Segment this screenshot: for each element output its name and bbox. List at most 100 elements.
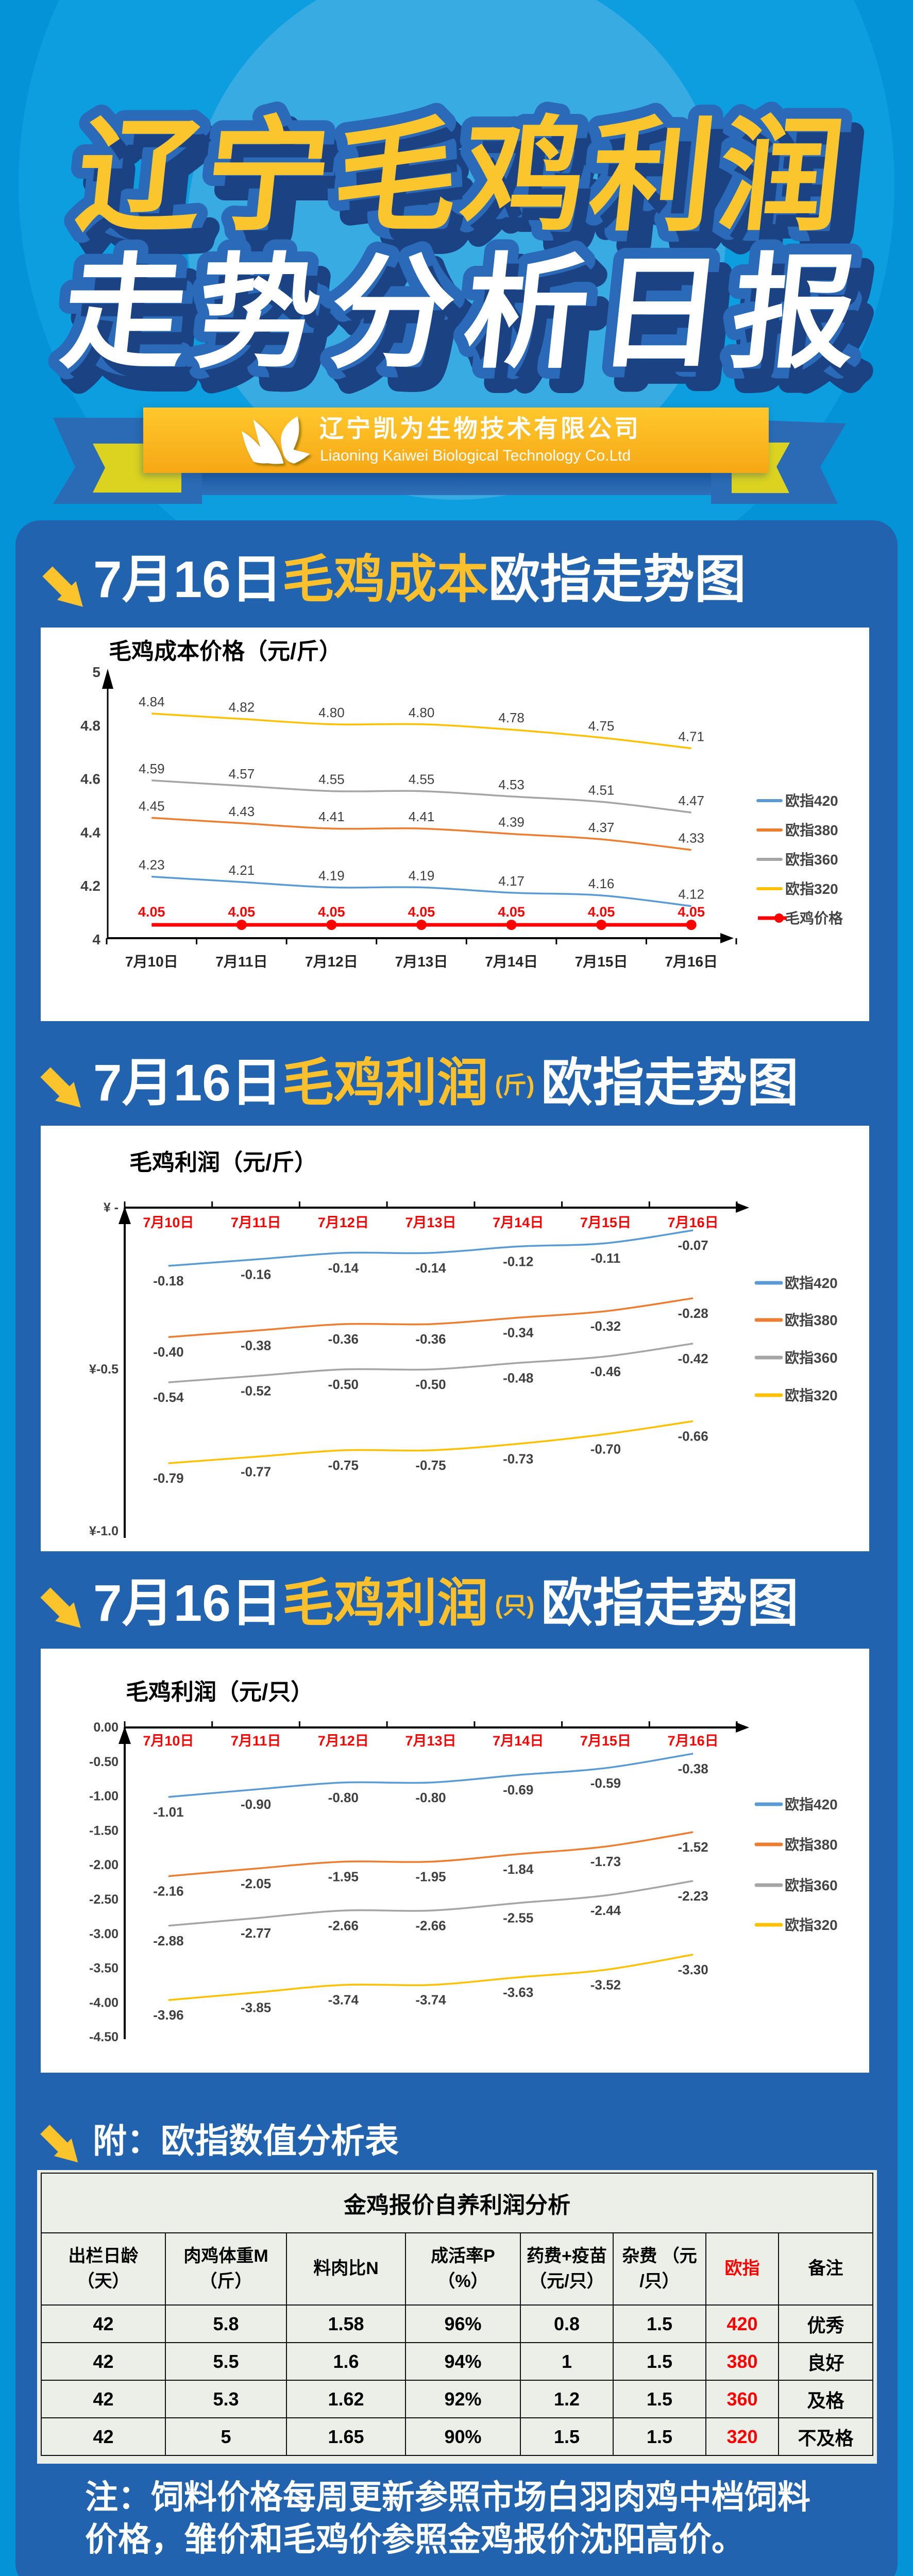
- svg-text:-0.32: -0.32: [590, 1318, 621, 1334]
- svg-text:欧指420: 欧指420: [785, 1275, 838, 1291]
- svg-text:-2.16: -2.16: [153, 1884, 183, 1899]
- svg-text:-0.48: -0.48: [503, 1370, 533, 1385]
- svg-text:-0.90: -0.90: [241, 1797, 271, 1812]
- svg-text:7月16日: 7月16日: [668, 1215, 719, 1230]
- svg-text:-3.52: -3.52: [590, 1977, 621, 1992]
- svg-text:毛鸡利润（元/斤）: 毛鸡利润（元/斤）: [129, 1150, 317, 1175]
- svg-text:欧指360: 欧指360: [785, 1877, 838, 1893]
- svg-text:-0.69: -0.69: [503, 1782, 533, 1798]
- svg-text:-3.00: -3.00: [89, 1927, 119, 1941]
- svg-text:-2.05: -2.05: [241, 1876, 271, 1891]
- svg-text:毛鸡成本价格（元/斤）: 毛鸡成本价格（元/斤）: [109, 639, 342, 664]
- svg-text:-0.42: -0.42: [678, 1351, 708, 1366]
- svg-text:毛鸡价格: 毛鸡价格: [785, 910, 843, 926]
- svg-text:7月13日: 7月13日: [405, 1215, 456, 1230]
- svg-text:-1.50: -1.50: [89, 1823, 119, 1838]
- svg-text:7月11日: 7月11日: [215, 954, 267, 970]
- svg-text:4.05: 4.05: [498, 904, 525, 920]
- svg-text:7月11日: 7月11日: [231, 1215, 281, 1230]
- svg-text:-0.50: -0.50: [89, 1755, 119, 1769]
- svg-text:-4.50: -4.50: [89, 2030, 119, 2044]
- svg-text:-0.73: -0.73: [503, 1451, 533, 1466]
- svg-text:7月12日: 7月12日: [318, 1733, 369, 1749]
- svg-text:欧指320: 欧指320: [785, 1387, 838, 1403]
- svg-text:4.55: 4.55: [409, 772, 435, 787]
- svg-text:-0.59: -0.59: [590, 1775, 621, 1791]
- svg-text:毛鸡利润（元/只）: 毛鸡利润（元/只）: [126, 1680, 313, 1705]
- svg-text:7月15日: 7月15日: [580, 1733, 631, 1749]
- svg-text:-3.30: -3.30: [678, 1962, 708, 1977]
- svg-text:4.17: 4.17: [498, 873, 525, 889]
- svg-text:4.43: 4.43: [229, 804, 255, 819]
- svg-text:4.82: 4.82: [229, 699, 255, 715]
- svg-text:4.16: 4.16: [588, 876, 615, 891]
- svg-text:4: 4: [92, 931, 100, 947]
- svg-text:4.21: 4.21: [229, 862, 255, 878]
- svg-text:-2.50: -2.50: [89, 1892, 119, 1907]
- svg-text:-0.11: -0.11: [590, 1250, 620, 1266]
- svg-text:4.4: 4.4: [80, 824, 100, 840]
- svg-text:欧指320: 欧指320: [785, 881, 838, 897]
- svg-text:7月12日: 7月12日: [305, 954, 358, 970]
- svg-text:-0.28: -0.28: [678, 1306, 708, 1321]
- svg-text:-0.36: -0.36: [415, 1331, 446, 1347]
- svg-text:7月13日: 7月13日: [405, 1733, 456, 1749]
- svg-text:欧指380: 欧指380: [785, 1837, 838, 1853]
- svg-text:-0.16: -0.16: [241, 1267, 271, 1282]
- svg-text:7月10日: 7月10日: [143, 1733, 194, 1749]
- svg-text:¥-0.5: ¥-0.5: [89, 1362, 119, 1377]
- svg-text:4.59: 4.59: [139, 761, 165, 776]
- svg-text:-0.40: -0.40: [153, 1344, 183, 1360]
- svg-text:-1.52: -1.52: [678, 1839, 708, 1855]
- svg-text:4.78: 4.78: [498, 710, 525, 725]
- svg-text:-0.54: -0.54: [153, 1389, 184, 1405]
- svg-text:欧指420: 欧指420: [785, 793, 838, 809]
- svg-text:7月15日: 7月15日: [575, 954, 628, 970]
- svg-text:欧指360: 欧指360: [785, 852, 838, 868]
- svg-text:-2.88: -2.88: [153, 1933, 183, 1948]
- svg-text:4.05: 4.05: [228, 904, 256, 920]
- svg-text:4.41: 4.41: [409, 809, 435, 824]
- svg-text:4.2: 4.2: [80, 878, 100, 894]
- svg-text:-0.77: -0.77: [241, 1464, 271, 1480]
- svg-text:-0.07: -0.07: [678, 1238, 708, 1253]
- svg-text:7月13日: 7月13日: [395, 954, 448, 970]
- svg-text:-4.00: -4.00: [89, 1995, 119, 2010]
- svg-text:-0.34: -0.34: [503, 1325, 534, 1341]
- svg-text:-3.63: -3.63: [503, 1985, 533, 2000]
- svg-text:-3.74: -3.74: [328, 1992, 359, 2008]
- svg-text:-0.14: -0.14: [328, 1260, 359, 1276]
- svg-text:-2.44: -2.44: [590, 1903, 621, 1918]
- svg-text:-0.46: -0.46: [590, 1364, 621, 1379]
- svg-text:-0.50: -0.50: [415, 1377, 446, 1392]
- svg-text:-3.96: -3.96: [153, 2007, 183, 2023]
- svg-text:4.84: 4.84: [139, 694, 165, 709]
- svg-text:欧指320: 欧指320: [785, 1917, 838, 1933]
- svg-text:-0.38: -0.38: [678, 1761, 708, 1776]
- svg-text:4.51: 4.51: [588, 782, 615, 798]
- svg-text:0.00: 0.00: [93, 1720, 119, 1735]
- svg-text:4.8: 4.8: [80, 718, 100, 734]
- svg-text:-0.14: -0.14: [415, 1260, 446, 1276]
- svg-text:欧指380: 欧指380: [785, 822, 838, 838]
- svg-text:7月16日: 7月16日: [668, 1733, 719, 1749]
- svg-text:-0.50: -0.50: [328, 1377, 359, 1392]
- svg-text:-0.80: -0.80: [415, 1790, 446, 1805]
- svg-text:4.47: 4.47: [678, 793, 704, 808]
- svg-text:4.41: 4.41: [318, 809, 345, 824]
- svg-text:7月10日: 7月10日: [125, 954, 178, 970]
- svg-text:-2.23: -2.23: [678, 1888, 708, 1904]
- svg-text:4.05: 4.05: [408, 904, 435, 920]
- svg-text:-0.36: -0.36: [328, 1331, 359, 1347]
- svg-text:-0.75: -0.75: [328, 1458, 359, 1473]
- svg-text:4.33: 4.33: [678, 831, 704, 846]
- svg-text:-0.75: -0.75: [415, 1458, 446, 1473]
- svg-text:¥ -: ¥ -: [104, 1200, 119, 1215]
- svg-text:4.12: 4.12: [678, 887, 704, 902]
- svg-text:4.05: 4.05: [318, 904, 345, 920]
- svg-text:-3.85: -3.85: [241, 1999, 271, 2015]
- svg-text:4.71: 4.71: [678, 729, 704, 744]
- svg-text:4.37: 4.37: [588, 820, 615, 835]
- svg-text:4.19: 4.19: [409, 868, 435, 883]
- svg-text:-0.80: -0.80: [328, 1790, 359, 1805]
